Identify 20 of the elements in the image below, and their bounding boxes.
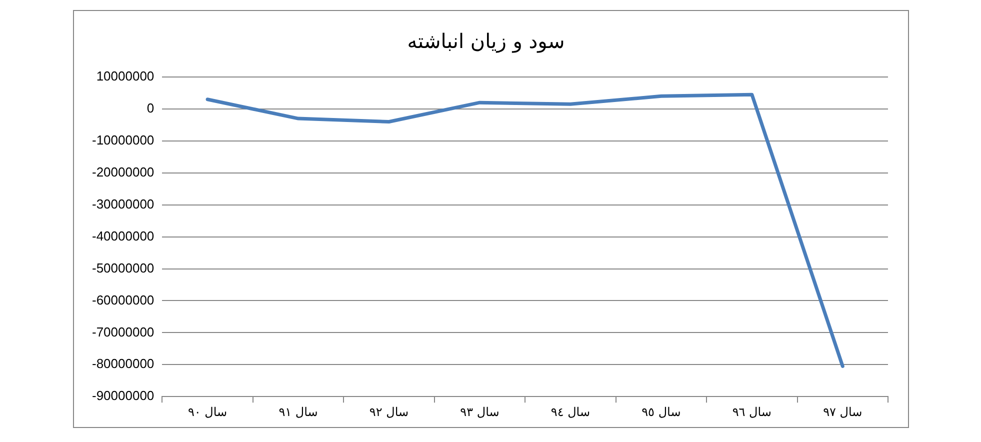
y-tick-label: -40000000 bbox=[92, 228, 154, 244]
y-tick-label: -60000000 bbox=[92, 292, 154, 308]
y-tick-label: -90000000 bbox=[92, 388, 154, 404]
y-tick-label: -20000000 bbox=[92, 164, 154, 180]
x-tick-label: سال ٩٦ bbox=[732, 404, 772, 419]
x-tick-label: سال ٩١ bbox=[278, 404, 318, 419]
chart-title: سود و زیان انباشته bbox=[407, 29, 565, 54]
y-tick-label: 0 bbox=[146, 100, 154, 116]
y-tick-label: 10000000 bbox=[96, 68, 154, 84]
y-tick-label: -10000000 bbox=[92, 132, 154, 148]
y-tick-label: -50000000 bbox=[92, 260, 154, 276]
x-tick-label: سال ٩٠ bbox=[188, 404, 228, 419]
x-tick-label: سال ٩٢ bbox=[369, 404, 409, 419]
y-tick-label: -30000000 bbox=[92, 196, 154, 212]
x-tick-label: سال ٩٤ bbox=[550, 404, 590, 419]
x-tick-label: سال ٩٥ bbox=[642, 404, 681, 419]
y-tick-label: -70000000 bbox=[92, 324, 154, 340]
x-tick-label: سال ٩٧ bbox=[823, 404, 862, 419]
y-tick-label: -80000000 bbox=[92, 356, 154, 372]
x-tick-label: سال ٩٣ bbox=[460, 404, 500, 419]
